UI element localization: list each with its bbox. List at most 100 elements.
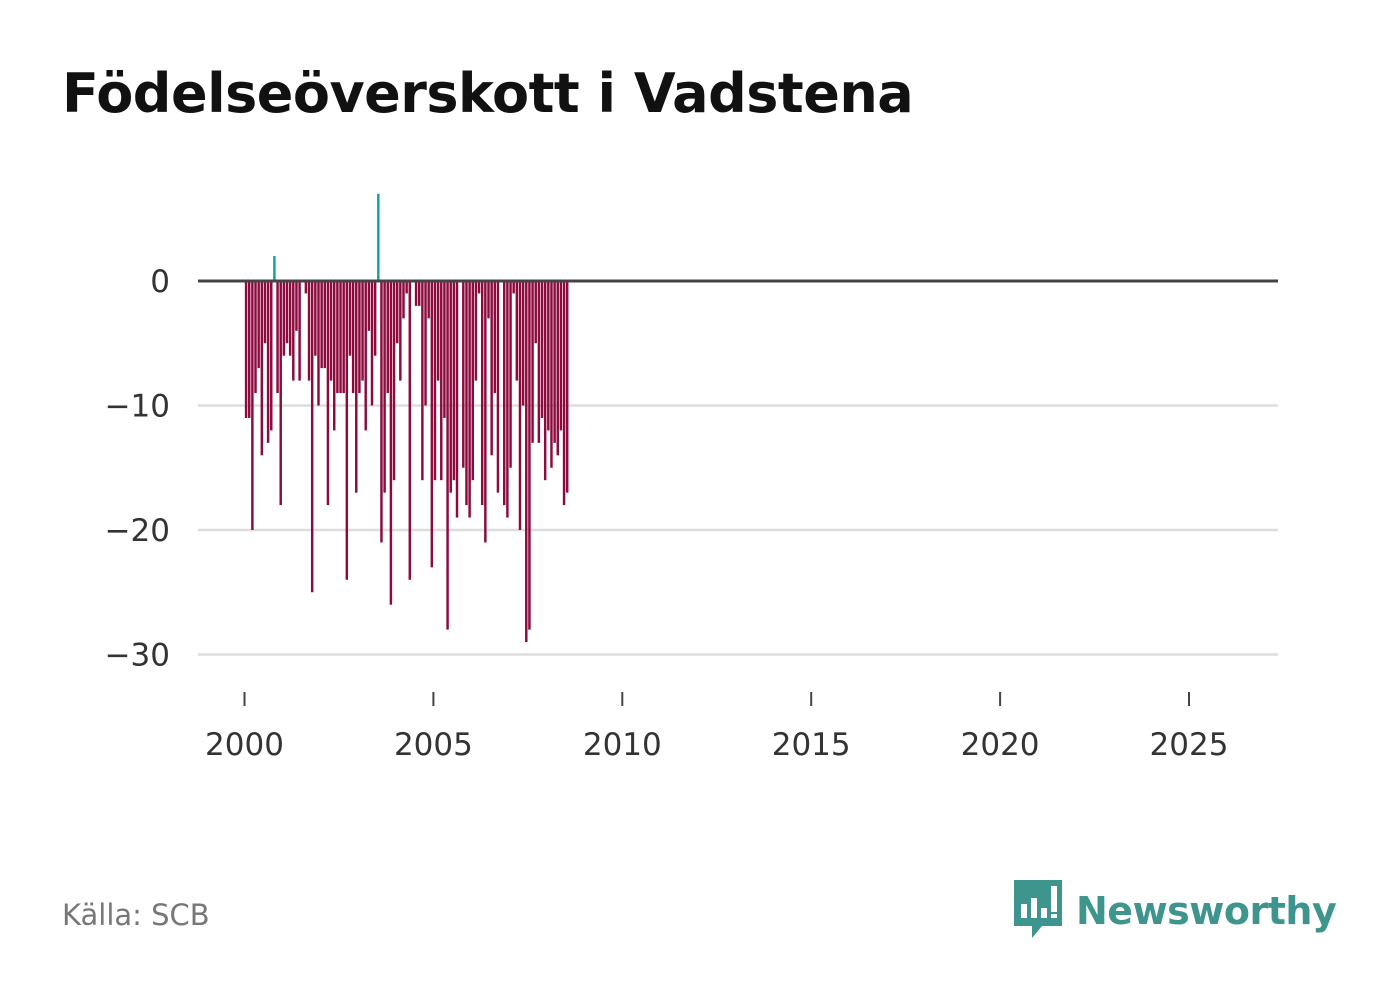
y-tick-label: −30 xyxy=(105,638,170,674)
bar xyxy=(443,281,446,418)
x-tick-label: 2005 xyxy=(394,727,473,763)
bar xyxy=(484,281,487,543)
bar xyxy=(273,256,276,281)
bar xyxy=(260,281,264,456)
bar xyxy=(471,281,474,481)
x-tick-label: 2020 xyxy=(961,727,1040,763)
bar xyxy=(518,281,522,530)
y-tick-label: 0 xyxy=(150,264,170,300)
gridlines xyxy=(198,404,1278,656)
bar xyxy=(310,281,314,593)
bar xyxy=(339,281,342,394)
bar xyxy=(373,281,377,356)
bar xyxy=(547,281,550,431)
bar xyxy=(540,281,544,418)
bars xyxy=(244,193,569,643)
chart-area: 0 −10 −20 −30 2000 2005 2010 2015 2020 2025 xyxy=(105,193,1278,763)
bar xyxy=(490,281,493,456)
bar xyxy=(496,281,500,493)
bar xyxy=(427,281,430,319)
bar xyxy=(515,281,519,381)
bar xyxy=(408,281,412,580)
bar xyxy=(342,281,345,394)
bar xyxy=(288,281,292,356)
bar xyxy=(433,281,437,481)
bar xyxy=(528,281,531,630)
bar xyxy=(399,281,402,381)
x-tick-label: 2015 xyxy=(772,727,851,763)
bar xyxy=(506,281,509,518)
bar xyxy=(534,281,537,344)
bar xyxy=(326,281,330,506)
bar xyxy=(565,281,569,493)
bar xyxy=(537,281,541,443)
bar xyxy=(392,281,396,481)
bar xyxy=(351,281,355,394)
bar xyxy=(405,281,408,294)
bar xyxy=(474,281,478,381)
bar xyxy=(257,281,260,369)
bar xyxy=(477,281,481,294)
newsworthy-logo-icon xyxy=(1012,878,1064,944)
bar xyxy=(282,281,286,356)
bar xyxy=(414,281,418,306)
axes: 0 −10 −20 −30 2000 2005 2010 2015 2020 2025 xyxy=(105,264,1278,763)
y-tick-label: −10 xyxy=(105,389,170,425)
bar xyxy=(395,281,399,344)
bar xyxy=(336,281,339,394)
x-tick-label: 2025 xyxy=(1150,727,1229,763)
bar xyxy=(452,281,456,481)
bar xyxy=(323,281,327,369)
bar xyxy=(440,281,443,481)
bar xyxy=(449,281,452,493)
bar xyxy=(553,281,556,443)
bar xyxy=(370,281,374,406)
bar xyxy=(304,281,308,294)
x-tick-label: 2010 xyxy=(583,727,662,763)
chart-title: Födelseöverskott i Vadstena xyxy=(62,62,914,125)
bar xyxy=(333,281,336,431)
bar xyxy=(493,281,497,394)
bar xyxy=(386,281,389,394)
bar xyxy=(480,281,484,506)
bar xyxy=(418,281,421,306)
bar xyxy=(525,281,528,643)
bar xyxy=(320,281,323,369)
brand-name: Newsworthy xyxy=(1076,889,1337,933)
x-tick-label: 2000 xyxy=(205,727,284,763)
bar xyxy=(364,281,367,431)
bar xyxy=(377,193,380,281)
bar xyxy=(251,281,254,530)
bar xyxy=(348,281,352,356)
bar xyxy=(465,281,468,506)
bar xyxy=(367,281,371,331)
bar xyxy=(556,281,559,456)
bar xyxy=(307,281,311,381)
bar xyxy=(462,281,465,468)
bar xyxy=(550,281,553,468)
bar xyxy=(263,281,267,344)
bar xyxy=(421,281,424,481)
bar xyxy=(279,281,282,506)
bar xyxy=(345,281,349,580)
bar xyxy=(389,281,393,605)
bar xyxy=(503,281,506,506)
bar xyxy=(446,281,449,630)
source-label: Källa: SCB xyxy=(62,898,210,932)
bar xyxy=(254,281,257,394)
bar xyxy=(562,281,566,506)
bar xyxy=(358,281,361,394)
bar xyxy=(247,281,251,418)
bar xyxy=(314,281,317,356)
bar xyxy=(270,281,273,431)
bar xyxy=(295,281,298,331)
bar xyxy=(329,281,333,381)
bar xyxy=(512,281,515,294)
bar xyxy=(468,281,471,518)
bar xyxy=(317,281,320,406)
bar xyxy=(543,281,547,481)
bar xyxy=(285,281,289,344)
bar xyxy=(402,281,405,319)
y-tick-label: −20 xyxy=(105,513,170,549)
bar xyxy=(430,281,434,568)
